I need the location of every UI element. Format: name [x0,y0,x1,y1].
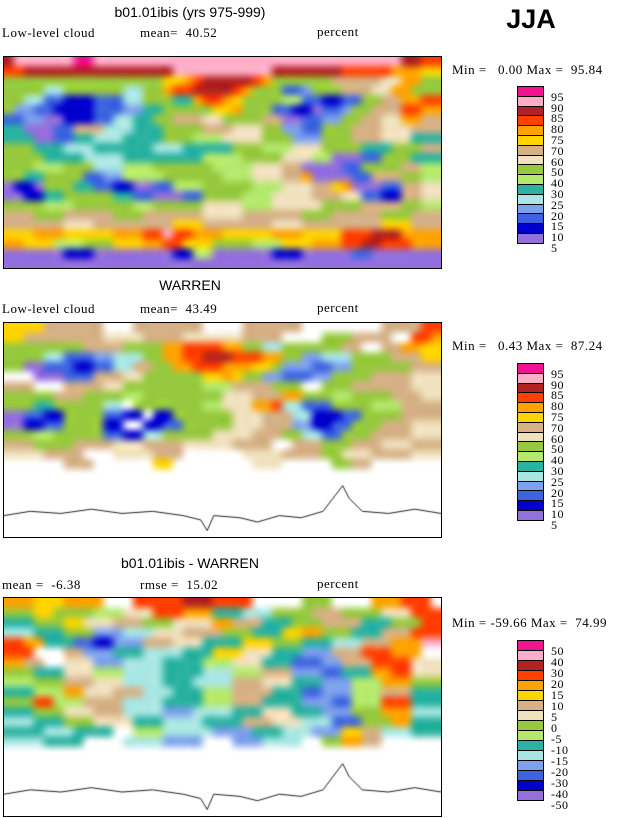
colorbar-tick-label: -40 [551,787,569,801]
colorbar-tick-label: -30 [551,776,569,790]
colorbar-tick-label: 25 [551,197,564,212]
colorbar-tick-label: 10 [551,230,564,245]
colorbar-tick-label: 50 [551,442,564,457]
minmax-label: Min = 0.00 Max = 95.84 [452,62,603,77]
colorbar-tick-label: 40 [551,176,564,191]
colorbar-tick-label: -5 [551,732,562,746]
colorbar-tick-label: 95 [551,366,564,381]
mean-label: mean = -6.38 [2,577,81,592]
colorbar-tick-label: 85 [551,388,564,403]
map-canvas-model [3,56,442,269]
colorbar-swatch [517,790,544,801]
colorbar-tick-label: 70 [551,420,564,435]
map-canvas-diff [3,597,442,817]
colorbar-tick-label: 40 [551,655,564,669]
panel-title: WARREN [159,277,221,293]
colorbar-tick-label: 15 [551,688,564,702]
colorbar-tick-label: 20 [551,677,564,691]
minmax-label: Min = -59.66 Max = 74.99 [452,615,607,630]
colorbar-tick-label: 75 [551,410,564,424]
colorbar-tick-label: 5 [551,241,558,255]
colorbar-tick-label: 15 [551,496,564,511]
season-label: JJA [506,4,556,34]
colorbar-tick-label: 50 [551,165,564,180]
colorbar-tick-label: 50 [551,644,564,658]
minmax-label: Min = 0.43 Max = 87.24 [452,338,603,353]
unit-label: percent [317,24,359,39]
colorbar-tick-label: -15 [551,754,569,768]
colorbar-tick-label: 5 [551,710,558,724]
colorbar-tick-label: 90 [551,377,564,392]
colorbar-tick-label: 85 [551,111,564,126]
colorbar-tick-label: 5 [551,518,558,532]
variable-label: Low-level cloud [2,25,96,40]
mean-label: mean= 40.52 [140,25,218,40]
colorbar-tick-label: 30 [551,666,564,680]
colorbar-tick-label: -10 [551,743,569,757]
mean-label: mean= 43.49 [140,301,218,316]
colorbar-tick-label: -50 [551,798,569,812]
colorbar-tick-label: 60 [551,154,564,169]
colorbar-tick-label: 30 [551,464,564,478]
colorbar-tick-label: 80 [551,122,564,137]
colorbar-tick-label: 40 [551,453,564,468]
colorbar-diff: 50 40 30 20 15 10 5 0 -5 -10 -15 -20 -30 -40 -50 [517,640,592,812]
colorbar-tick-label: 75 [551,133,564,147]
colorbar-tick-label: 60 [551,431,564,446]
variable-label: Low-level cloud [2,301,96,316]
colorbar-tick-label: 30 [551,187,564,201]
colorbar-tick-label: 10 [551,507,564,522]
colorbar-tick-label: 0 [551,721,558,735]
colorbar-swatch [517,232,544,244]
colorbar-tick-label: 25 [551,474,564,489]
map-canvas-obs [3,322,442,538]
colorbar-tick-label: 80 [551,399,564,414]
colorbar-tick-label: 15 [551,219,564,234]
panel-title: b01.01ibis - WARREN [121,555,259,571]
colorbar-obs: 95 90 85 80 75 70 60 50 40 30 25 20 15 10 5 [517,363,592,532]
colorbar-tick-label: 95 [551,89,564,104]
colorbar-tick-label: 90 [551,100,564,115]
unit-label: percent [317,300,359,315]
colorbar-model: 95 90 85 80 75 70 60 50 40 30 25 20 15 10 5 [517,86,592,255]
colorbar-tick-label: -20 [551,765,569,779]
colorbar-swatch [517,509,544,521]
colorbar-tick-label: 70 [551,143,564,158]
colorbar-tick-label: 20 [551,208,564,223]
colorbar-tick-label: 20 [551,485,564,500]
unit-label: percent [317,576,359,591]
colorbar-tick-label: 10 [551,699,564,713]
panel-title: b01.01ibis (yrs 975-999) [114,4,266,20]
rmse-label: rmse = 15.02 [140,577,219,592]
